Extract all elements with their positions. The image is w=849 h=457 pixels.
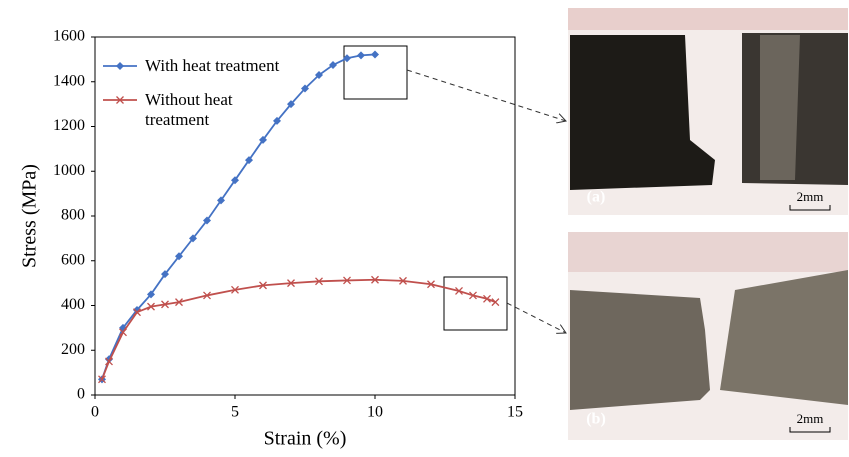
x-tick-label: 5 xyxy=(231,404,239,421)
scale-label: 2mm xyxy=(797,189,824,204)
marker xyxy=(427,280,435,289)
marker xyxy=(203,291,211,300)
marker xyxy=(231,285,239,294)
marker xyxy=(119,328,127,337)
marker xyxy=(259,135,267,144)
photo: (b) 2mm xyxy=(568,232,848,440)
scale-label: 2mm xyxy=(797,411,824,426)
marker xyxy=(245,156,253,165)
y-tick-label: 1400 xyxy=(53,72,85,89)
marker xyxy=(315,71,323,80)
y-axis-label: Stress (MPa) xyxy=(19,164,41,268)
marker xyxy=(189,234,197,243)
arrow xyxy=(506,302,566,333)
x-tick-label: 15 xyxy=(507,404,523,421)
photo: (a) 2mm xyxy=(568,8,848,215)
marker xyxy=(147,290,155,299)
marker xyxy=(315,277,323,286)
marker xyxy=(371,50,379,59)
y-tick-label: 200 xyxy=(61,341,85,358)
marker xyxy=(343,276,351,285)
marker xyxy=(329,60,337,69)
y-tick-label: 1000 xyxy=(53,162,85,179)
y-tick-label: 400 xyxy=(61,296,85,313)
legend-label: With heat treatment xyxy=(145,56,280,75)
photo-label: (a) xyxy=(587,189,606,206)
marker xyxy=(371,275,379,284)
marker xyxy=(259,281,267,290)
zoom-box xyxy=(343,45,408,100)
marker xyxy=(105,357,113,366)
marker xyxy=(399,276,407,285)
marker xyxy=(98,375,106,384)
photo-label: (b) xyxy=(586,411,606,428)
arrow xyxy=(406,69,566,121)
series-line xyxy=(101,278,496,380)
y-tick-label: 600 xyxy=(61,251,85,268)
marker xyxy=(483,294,491,303)
marker xyxy=(175,252,183,261)
marker xyxy=(273,116,281,125)
y-tick-label: 1600 xyxy=(53,28,85,45)
marker xyxy=(287,279,295,288)
marker xyxy=(161,270,169,279)
marker xyxy=(231,176,239,185)
y-tick-label: 1200 xyxy=(53,117,85,134)
marker xyxy=(203,216,211,225)
marker xyxy=(116,62,124,70)
marker xyxy=(175,298,183,307)
marker xyxy=(301,84,309,93)
legend-label: Without heat treatment xyxy=(145,90,233,129)
marker xyxy=(116,96,124,104)
marker xyxy=(161,300,169,309)
marker xyxy=(469,291,477,300)
marker xyxy=(147,302,155,311)
x-tick-label: 0 xyxy=(91,404,99,421)
marker xyxy=(217,196,225,205)
y-tick-label: 0 xyxy=(77,386,85,403)
x-axis-label: Strain (%) xyxy=(264,428,347,450)
marker xyxy=(491,298,500,307)
y-tick-label: 800 xyxy=(61,207,85,224)
x-tick-label: 10 xyxy=(367,404,383,421)
marker xyxy=(287,100,295,109)
marker xyxy=(357,51,365,60)
marker xyxy=(133,308,141,317)
marker xyxy=(455,286,463,295)
marker xyxy=(343,54,351,63)
